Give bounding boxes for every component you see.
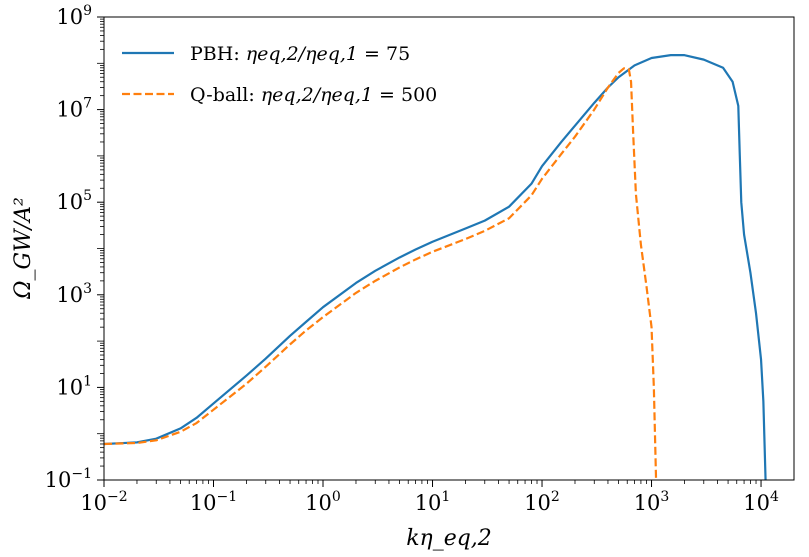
y-tick-label: 109 — [56, 3, 92, 29]
legend-label-qball-math: ηeq,2/ηeq,1 — [261, 84, 373, 106]
y-tick-label: 10−1 — [45, 466, 92, 492]
legend-label-pbh-prefix: PBH: — [190, 43, 246, 65]
legend: PBH: ηeq,2/ηeq,1 = 75 Q-ball: ηeq,2/ηeq,1… — [122, 43, 437, 106]
x-tick-label: 100 — [305, 489, 341, 515]
legend-label-pbh-value: = 75 — [364, 43, 410, 65]
x-tick-label: 101 — [415, 489, 451, 515]
minor-tick-group — [97, 18, 757, 484]
x-tick-label: 104 — [743, 489, 779, 515]
major-tick-group — [97, 16, 762, 487]
y-tick-label: 103 — [56, 281, 92, 307]
y-tick-labels: 10−1 101 103 105 107 109 — [45, 3, 92, 492]
legend-label-pbh-math: ηeq,2/ηeq,1 — [246, 43, 358, 65]
x-tick-label: 10−2 — [80, 489, 127, 515]
y-tick-label: 105 — [56, 188, 92, 214]
x-tick-labels: 10−2 10−1 100 101 102 103 104 — [80, 489, 779, 515]
legend-label-pbh: PBH: ηeq,2/ηeq,1 = 75 — [190, 43, 410, 65]
legend-label-qball-prefix: Q-ball: — [190, 84, 261, 106]
legend-label-qball: Q-ball: ηeq,2/ηeq,1 = 500 — [190, 84, 437, 106]
series-layer — [104, 54, 767, 480]
y-axis-label: Ω_GW/A² — [11, 197, 36, 300]
legend-label-qball-value: = 500 — [379, 84, 437, 106]
series-line-qball — [104, 67, 658, 480]
x-tick-label: 103 — [634, 489, 670, 515]
series-line-pbh — [104, 54, 767, 480]
y-tick-label: 101 — [56, 373, 92, 399]
plot-frame — [103, 16, 795, 481]
x-tick-label: 10−1 — [190, 489, 237, 515]
x-tick-label: 102 — [524, 489, 560, 515]
y-tick-label: 107 — [56, 96, 92, 122]
x-axis-label: kη_eq,2 — [406, 526, 492, 551]
